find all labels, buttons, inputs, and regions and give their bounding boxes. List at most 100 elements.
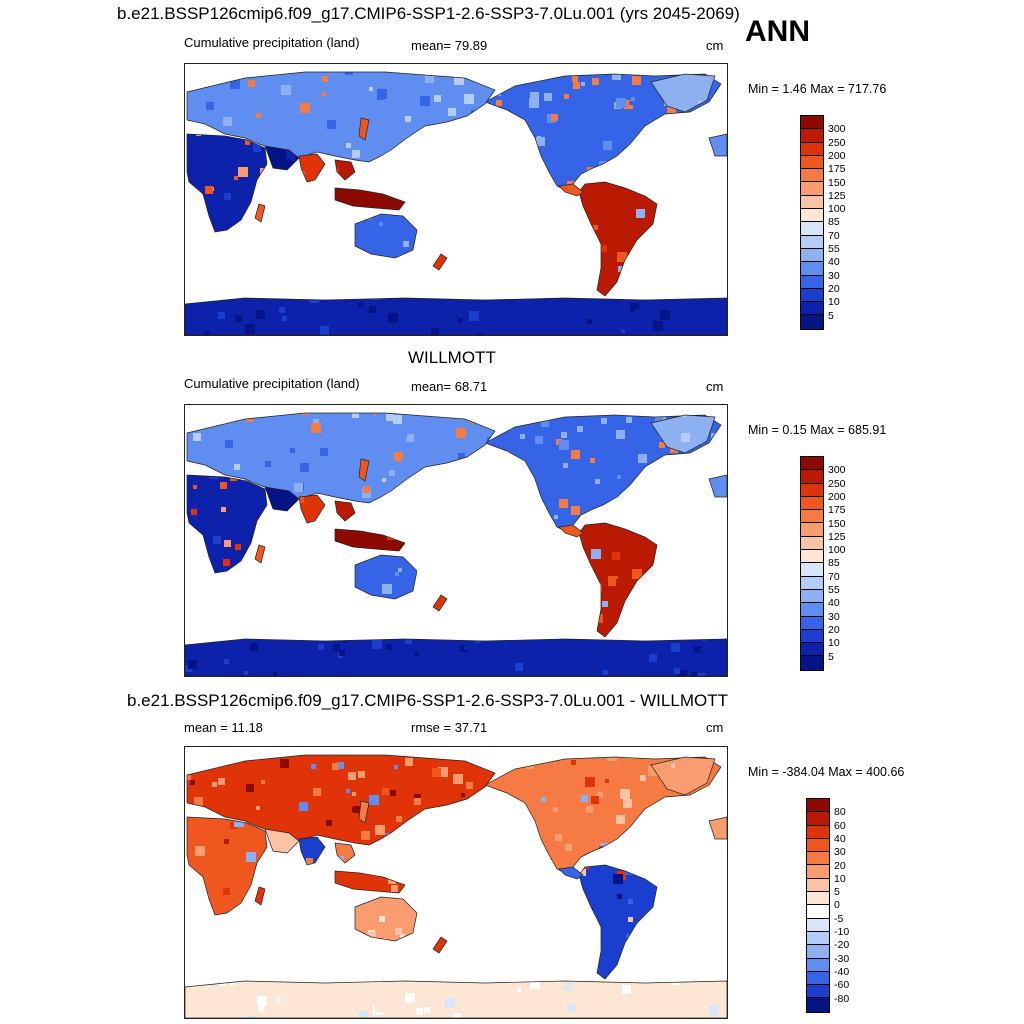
colorbar-swatch (801, 496, 823, 511)
colorbar-tick-label: 0 (834, 899, 840, 912)
coastline-indonesia (334, 187, 406, 211)
coastline-australia (354, 896, 418, 942)
coastline-indonesia (334, 528, 406, 552)
coastline-europeW (708, 816, 727, 840)
colorbar-tick-label: 10 (834, 872, 846, 885)
colorbar-swatch (807, 905, 829, 919)
colorbar-tick-label: 40 (834, 832, 846, 845)
colorbar-tick-label: 70 (828, 570, 840, 583)
colorbar-swatch (807, 892, 829, 906)
colorbar-swatch (801, 169, 823, 183)
colorbar-tick-label: 20 (828, 623, 840, 636)
coastline-africa (186, 474, 268, 574)
colorbar-tick-label: 20 (828, 282, 840, 295)
colorbar-swatch (801, 116, 823, 130)
colorbar-swatch (801, 209, 823, 223)
coastline-madagascar (254, 544, 266, 564)
colorbar-tick-label: 250 (828, 477, 846, 490)
colorbar-tick-label: 5 (834, 885, 840, 898)
colorbar-tick-label: -10 (834, 925, 850, 938)
coastline-madagascar (254, 886, 266, 906)
panel-2-mean: mean= 68.71 (411, 379, 488, 394)
colorbar-swatch (807, 825, 829, 839)
land-region-antarctica (185, 298, 727, 335)
colorbar-tick-label: 175 (828, 162, 846, 175)
coastline-africa (186, 816, 268, 916)
colorbar-tick-label: 85 (828, 557, 840, 570)
coastline-arabia (264, 486, 300, 512)
panel-2-min-max: Min = 0.15 Max = 685.91 (748, 423, 887, 437)
colorbar-swatch (801, 155, 823, 170)
coastline-antarctica (185, 638, 727, 676)
coastline-southAmerica (578, 522, 658, 638)
coastline-australia (354, 213, 418, 259)
colorbar-tick-label: 5 (828, 650, 834, 663)
colorbar-tick-label: 55 (828, 583, 840, 596)
colorbar-tick-label: 10 (828, 636, 840, 649)
coastline-northAmerica (484, 414, 722, 532)
coastline-india (298, 494, 326, 524)
coastline-centralAmerica (558, 183, 584, 197)
coastline-southAmerica (578, 864, 658, 980)
colorbar-tick-label: -40 (834, 965, 850, 978)
colorbar-swatch (801, 536, 823, 551)
colorbar-tick-label: 125 (828, 189, 846, 202)
coastline-eurasia (186, 71, 496, 163)
colorbar-swatch (807, 931, 829, 946)
coastline-india (298, 153, 326, 183)
colorbar-tick-label: 20 (834, 859, 846, 872)
colorbar-swatch (801, 142, 823, 156)
annual-label: ANN (745, 15, 810, 48)
colorbar-swatch (801, 129, 823, 143)
coastline-northAmerica (484, 73, 722, 191)
colorbar-tick-label: -30 (834, 952, 850, 965)
coastline-arabia (264, 145, 300, 171)
colorbar-swatch (807, 865, 829, 879)
coastline-nz (432, 253, 448, 271)
panel-2-variable-label: Cumulative precipitation (land) (184, 376, 360, 391)
colorbar-swatch (801, 457, 823, 471)
colorbar-tick-label: -60 (834, 978, 850, 991)
land-region-australia (355, 555, 417, 599)
coastline-africa (186, 133, 268, 233)
colorbar-swatch (807, 838, 829, 853)
land-region-japan (359, 801, 369, 823)
coastline-eurasia (186, 412, 496, 504)
coastline-southAmerica (578, 181, 658, 297)
colorbar-swatch (801, 576, 823, 590)
colorbar-swatch (801, 616, 823, 630)
colorbar-tick-label: 300 (828, 123, 846, 136)
coastline-australia (354, 554, 418, 600)
colorbar-swatch (807, 958, 829, 972)
colorbar-swatch (801, 222, 823, 236)
panel-1-min-max: Min = 1.46 Max = 717.76 (748, 82, 887, 96)
panel-1-mean: mean= 79.89 (411, 38, 488, 53)
colorbar-swatch (807, 945, 829, 959)
coastline-antarctica (185, 980, 727, 1018)
coastline-nz (432, 594, 448, 612)
coastline-centralAmerica (558, 524, 584, 538)
colorbar-swatch (801, 288, 823, 303)
coastline-centralAmerica (558, 866, 584, 880)
coastline-madagascar (254, 203, 266, 223)
land-region-antarctica (185, 639, 727, 676)
colorbar-tick-label: -5 (834, 912, 844, 925)
colorbar-swatch (801, 510, 823, 524)
colorbar-tick-label: 30 (834, 845, 846, 858)
colorbar-swatch (801, 195, 823, 210)
panel-3-rmse: rmse = 37.71 (411, 720, 488, 735)
panel-3-units: cm (706, 720, 724, 735)
panel-3-title: b.e21.BSSP126cmip6.f09_g17.CMIP6-SSP1-2.… (127, 691, 728, 710)
colorbar-tick-label: 30 (828, 610, 840, 623)
coastline-japan (358, 800, 370, 824)
colorbar-swatch (801, 302, 823, 316)
colorbar-swatch (801, 470, 823, 484)
coastline-indonesia (334, 870, 406, 894)
coastline-eurasia (186, 754, 496, 846)
colorbar-tick-label: 10 (828, 295, 840, 308)
coastline-northAmerica (484, 756, 722, 874)
colorbar-tick-label: 100 (828, 202, 846, 215)
colorbar-tick-label: 150 (828, 176, 846, 189)
colorbar-tick-label: 125 (828, 530, 846, 543)
colorbar-swatch (801, 182, 823, 196)
